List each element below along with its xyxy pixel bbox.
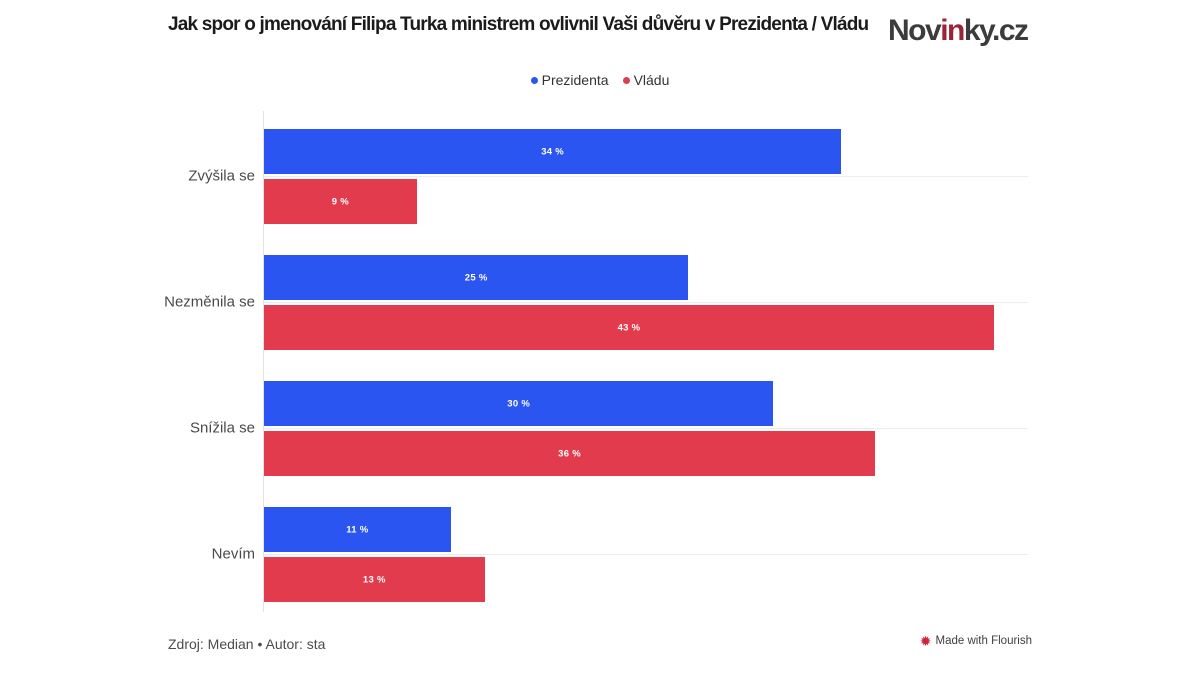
- bar-value-label: 11 %: [346, 524, 369, 535]
- bar-value-label: 13 %: [362, 574, 386, 585]
- bar-prezidenta[interactable]: 34 %: [264, 129, 842, 174]
- bar-group: Nevím 11 % 13 %: [212, 507, 1028, 602]
- flourish-badge[interactable]: ✹ Made with Flourish: [920, 634, 1032, 648]
- bar-prezidenta[interactable]: 11 %: [264, 507, 451, 552]
- chart-title: Jak spor o jmenování Filipa Turka minist…: [168, 14, 869, 35]
- bar-value-label: 25 %: [464, 272, 488, 283]
- legend-label: Prezidenta: [541, 72, 609, 88]
- logo-part-dark2: ky.cz: [963, 14, 1029, 47]
- bar-group: Snížila se 30 % 36 %: [190, 381, 1028, 476]
- category-gridline: [264, 176, 1028, 177]
- category-label: Nezměnila se: [164, 293, 255, 311]
- legend-label: Vládu: [633, 72, 670, 88]
- bar-vládu[interactable]: 13 %: [264, 557, 485, 602]
- bar-prezidenta[interactable]: 25 %: [264, 255, 689, 300]
- bar-vládu[interactable]: 36 %: [264, 431, 876, 476]
- legend-dot-blue-icon: [530, 76, 538, 84]
- bar-vládu[interactable]: 9 %: [264, 179, 417, 224]
- bar-value-label: 30 %: [507, 398, 531, 409]
- bar-group: Zvýšila se 34 % 9 %: [188, 129, 1028, 224]
- bar-value-label: 43 %: [617, 322, 641, 333]
- category-label: Zvýšila se: [188, 167, 255, 185]
- bar-value-label: 34 %: [541, 146, 565, 157]
- bar-prezidenta[interactable]: 30 %: [264, 381, 774, 426]
- logo-part-dark: Nov: [888, 14, 942, 47]
- source-credit: Zdroj: Median • Autor: sta: [168, 636, 326, 652]
- plot-area: Zvýšila se 34 % 9 % Nezměnila se 25 % 43 % Sní…: [164, 111, 1028, 612]
- category-gridline: [264, 428, 1028, 429]
- category-label: Snížila se: [189, 419, 255, 437]
- legend: Prezidenta Vládu: [168, 72, 1032, 88]
- flourish-star-icon: ✹: [919, 633, 932, 649]
- legend-item-vladu[interactable]: Vládu: [622, 72, 670, 88]
- flourish-badge-label: Made with Flourish: [935, 635, 1032, 647]
- category-gridline: [264, 302, 1028, 303]
- bar-value-label: 36 %: [558, 448, 582, 459]
- bar-vládu[interactable]: 43 %: [264, 305, 995, 350]
- bar-value-label: 9 %: [331, 196, 350, 207]
- novinky-logo: Novinky.cz: [888, 14, 1029, 48]
- bar-group: Nezměnila se 25 % 43 %: [164, 255, 1028, 350]
- legend-item-prezidenta[interactable]: Prezidenta: [530, 72, 609, 88]
- logo-part-red: in: [940, 14, 965, 47]
- category-gridline: [264, 554, 1028, 555]
- legend-dot-red-icon: [622, 76, 630, 84]
- category-label: Nevím: [211, 545, 255, 563]
